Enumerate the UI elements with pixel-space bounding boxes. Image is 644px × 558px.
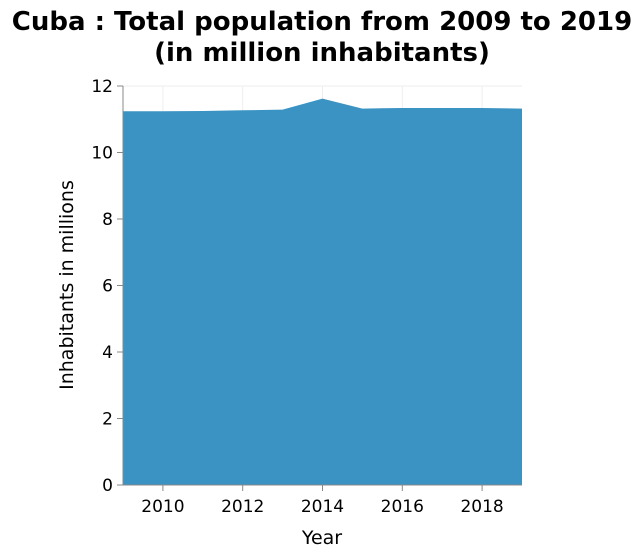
chart-subtitle: (in million inhabitants): [154, 38, 490, 68]
x-tick-label: 2016: [381, 497, 424, 517]
area-series: [123, 98, 522, 485]
y-tick-label: 12: [91, 77, 113, 97]
y-tick-label: 4: [102, 343, 113, 363]
y-tick-label: 2: [102, 410, 113, 430]
x-tick-label: 2012: [221, 497, 264, 517]
x-tick-label: 2014: [301, 497, 344, 517]
y-tick-label: 6: [102, 277, 113, 297]
chart-title: Cuba : Total population from 2009 to 201…: [12, 7, 632, 37]
x-axis-title: Year: [301, 527, 342, 549]
x-tick-label: 2010: [141, 497, 184, 517]
plot-area: [123, 98, 522, 485]
y-tick-label: 0: [102, 476, 113, 496]
y-tick-label: 10: [91, 144, 113, 164]
y-axis-title: Inhabitants in millions: [56, 180, 78, 390]
y-tick-label: 8: [102, 210, 113, 230]
axes: 0 2 4 6 8 10 12 2010 2012 2014 2016 2018: [91, 77, 522, 517]
x-tick-label: 2018: [460, 497, 503, 517]
